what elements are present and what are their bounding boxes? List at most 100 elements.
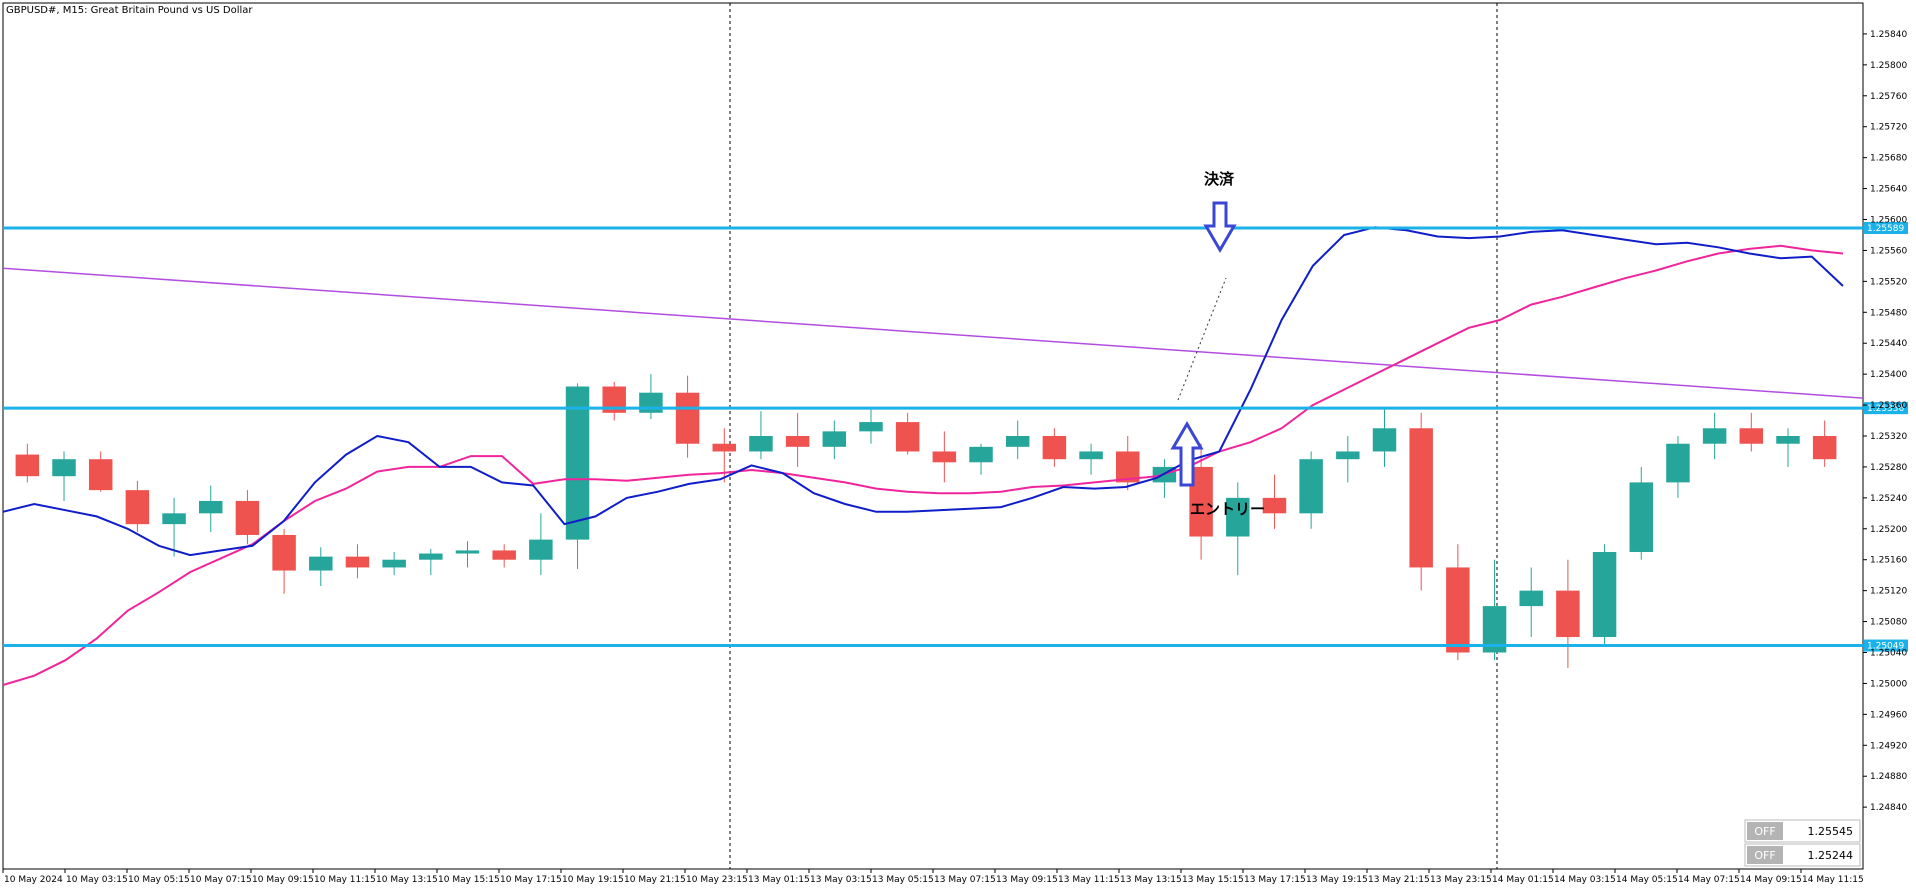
x-tick-label: 13 May 05:15	[872, 875, 934, 885]
candle-body	[455, 550, 480, 554]
x-tick-label: 13 May 03:15	[810, 875, 872, 885]
candle-body	[639, 392, 663, 413]
level-price-tag	[1864, 402, 1908, 415]
panel-off-button-1[interactable]	[1747, 822, 1783, 840]
fast-moving-average-line	[2, 226, 1844, 557]
trade-path-line	[1177, 277, 1227, 401]
candle-body	[52, 459, 76, 477]
candle-body	[675, 392, 700, 444]
candle-body	[785, 436, 810, 447]
candle-body	[15, 454, 40, 477]
candle-body	[1409, 428, 1433, 568]
candle-body	[1556, 590, 1580, 638]
x-tick-label: 14 May 07:15	[1678, 875, 1740, 885]
candle-body	[1629, 482, 1653, 552]
y-tick-label: 1.24920	[1870, 741, 1907, 751]
y-tick-label: 1.25000	[1870, 679, 1907, 689]
x-tick-label: 13 May 11:15	[1058, 875, 1120, 885]
x-tick-label: 14 May 01:15	[1492, 875, 1554, 885]
y-tick-label: 1.25160	[1870, 556, 1907, 566]
level-price-label: 1.25356	[1867, 404, 1904, 414]
panel-off-button-2[interactable]	[1747, 846, 1783, 864]
slow-moving-average-line	[2, 244, 1844, 686]
y-tick-label: 1.25760	[1870, 92, 1907, 102]
x-tick-label: 10 May 11:15	[314, 875, 376, 885]
y-tick-label: 1.25480	[1870, 308, 1907, 318]
candle-body	[712, 443, 736, 452]
candle-body	[1812, 436, 1837, 460]
y-tick-label: 1.25840	[1870, 30, 1907, 40]
x-tick-label: 13 May 21:15	[1368, 875, 1430, 885]
candle-body	[1226, 497, 1250, 537]
level-price-label: 1.25049	[1867, 642, 1904, 652]
x-tick-label: 13 May 19:15	[1306, 875, 1368, 885]
candle-body	[859, 422, 883, 432]
candle-body	[88, 459, 113, 491]
candles-layer	[15, 374, 1837, 668]
candle-body	[932, 451, 957, 463]
entry-label: エントリー	[1190, 500, 1265, 518]
candle-body	[199, 500, 223, 514]
panel-off-label-1: OFF	[1754, 825, 1775, 838]
x-tick-label: 14 May 11:15	[1802, 875, 1864, 885]
level-price-label: 1.25589	[1867, 224, 1904, 234]
y-tick-label: 1.24960	[1870, 710, 1907, 720]
exit-arrow-icon	[1203, 201, 1237, 253]
y-tick-label: 1.25680	[1870, 154, 1907, 164]
candle-body	[1299, 459, 1323, 514]
x-tick-label: 10 May 09:15	[252, 875, 314, 885]
x-tick-label: 10 May 19:15	[562, 875, 624, 885]
level-price-tag	[1864, 639, 1908, 652]
candle-body	[1482, 606, 1507, 653]
y-tick-label: 1.25120	[1870, 587, 1907, 597]
x-tick-label: 10 May 2024	[4, 875, 63, 885]
x-tick-label: 10 May 03:15	[66, 875, 128, 885]
y-tick-label: 1.25560	[1870, 246, 1907, 256]
x-tick-label: 13 May 07:15	[934, 875, 996, 885]
candle-body	[309, 556, 333, 571]
x-tick-label: 14 May 03:15	[1554, 875, 1616, 885]
x-tick-label: 10 May 05:15	[128, 875, 190, 885]
x-tick-label: 14 May 09:15	[1740, 875, 1802, 885]
candle-body	[1519, 590, 1543, 607]
level-panel: OFF 1.25545 OFF 1.25244	[1744, 819, 1861, 867]
y-tick-label: 1.25080	[1870, 618, 1907, 628]
panel-off-label-2: OFF	[1754, 849, 1775, 862]
y-tick-label: 1.24840	[1870, 803, 1907, 813]
candle-body	[1116, 451, 1140, 483]
y-tick-label: 1.25520	[1870, 277, 1907, 287]
x-tick-label: 13 May 17:15	[1244, 875, 1306, 885]
trendline-layer	[2, 267, 1864, 399]
candle-body	[1592, 551, 1617, 638]
candle-body	[1372, 428, 1397, 452]
candle-body	[272, 534, 296, 571]
trendline	[2, 267, 1864, 399]
candle-body	[822, 431, 847, 447]
candle-body	[382, 559, 406, 568]
candle-body	[235, 500, 260, 535]
candle-body	[969, 446, 993, 463]
candle-body	[565, 386, 590, 540]
y-tick-label: 1.25720	[1870, 123, 1907, 133]
candle-body	[1079, 451, 1103, 460]
y-tick-label: 1.25200	[1870, 525, 1907, 535]
x-tick-label: 13 May 15:15	[1182, 875, 1244, 885]
x-tick-label: 13 May 23:15	[1430, 875, 1492, 885]
candle-body	[1739, 428, 1764, 444]
y-tick-label: 1.25280	[1870, 463, 1907, 473]
y-tick-label: 1.24880	[1870, 772, 1907, 782]
chart-title: GBPUSD#, M15: Great Britain Pound vs US …	[6, 5, 253, 16]
x-tick-label: 13 May 09:15	[996, 875, 1058, 885]
y-tick-label: 1.25240	[1870, 494, 1907, 504]
y-tick-label: 1.25040	[1870, 649, 1907, 659]
candle-body	[1446, 567, 1470, 653]
candle-body	[1666, 443, 1690, 483]
x-tick-label: 10 May 23:15	[686, 875, 748, 885]
candle-body	[419, 553, 443, 560]
x-tick-label: 14 May 05:15	[1616, 875, 1678, 885]
x-tick-label: 10 May 07:15	[190, 875, 252, 885]
exit-label: 決済	[1204, 170, 1235, 188]
x-tick-label: 10 May 13:15	[376, 875, 438, 885]
y-tick-label: 1.25360	[1870, 401, 1907, 411]
